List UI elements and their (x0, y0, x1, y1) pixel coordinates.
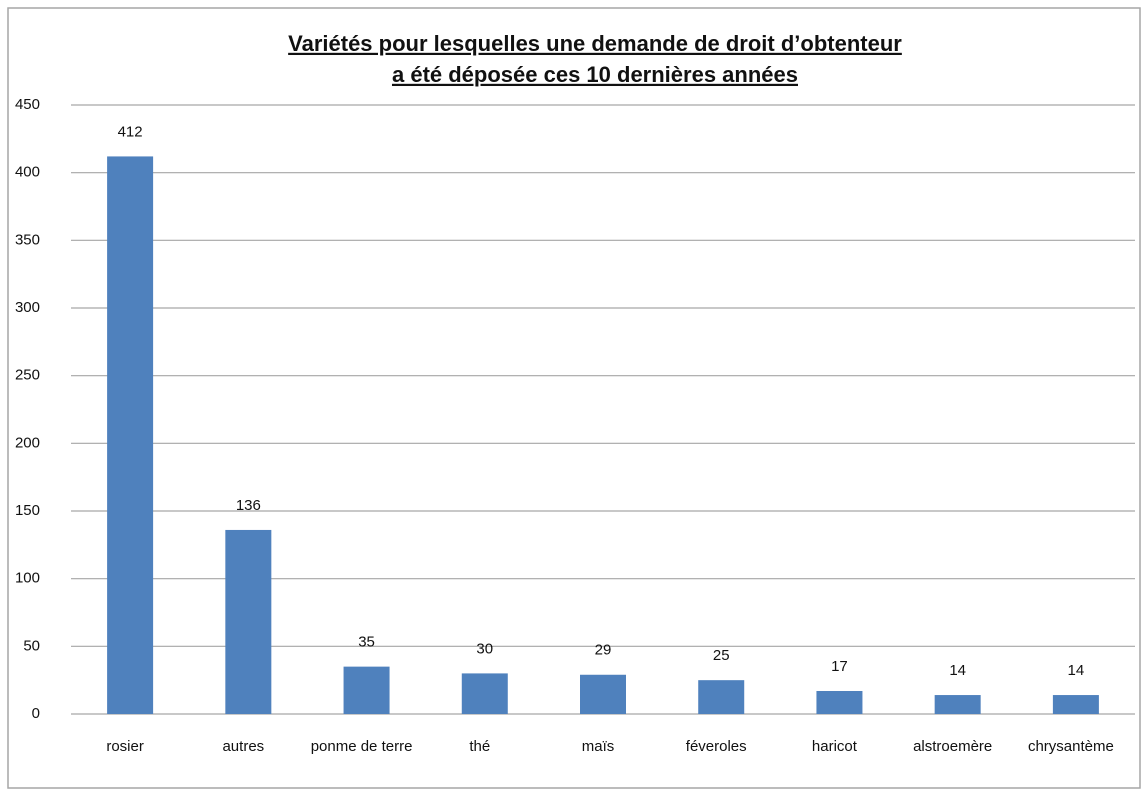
value-label: 136 (236, 497, 261, 514)
bar (107, 156, 154, 715)
value-label: 412 (118, 123, 143, 140)
value-label: 29 (595, 642, 612, 659)
chart-frame (7, 7, 1141, 789)
x-tick-label: haricot (812, 738, 858, 755)
chart-title: Variétés pour lesquelles une demande de … (288, 31, 902, 56)
value-label: 35 (358, 634, 375, 651)
y-tick-label: 350 (15, 231, 40, 248)
bar (1052, 695, 1099, 714)
bar (461, 673, 508, 714)
bar (934, 695, 981, 714)
y-tick-label: 150 (15, 502, 40, 519)
value-label: 25 (713, 647, 730, 664)
bar (698, 680, 745, 714)
x-tick-label: ponme de terre (311, 738, 413, 755)
x-tick-label: maïs (582, 738, 615, 755)
value-label: 14 (1068, 662, 1085, 679)
value-label: 17 (831, 658, 848, 675)
y-tick-label: 50 (23, 637, 40, 654)
bar (343, 666, 390, 714)
x-tick-label: rosier (106, 738, 144, 755)
y-tick-label: 450 (15, 96, 40, 113)
bar (225, 529, 272, 714)
y-tick-label: 200 (15, 434, 40, 451)
value-label: 14 (949, 662, 966, 679)
x-tick-label: alstroemère (913, 738, 992, 755)
y-tick-label: 250 (15, 367, 40, 384)
value-label: 30 (476, 640, 493, 657)
bar (580, 674, 626, 714)
y-tick-label: 300 (15, 299, 40, 316)
y-tick-label: 400 (15, 164, 40, 181)
bar (816, 690, 863, 714)
y-tick-label: 0 (32, 705, 40, 722)
x-tick-label: autres (222, 738, 264, 755)
x-tick-label: féveroles (686, 738, 747, 755)
chart-title: a été déposée ces 10 dernières années (392, 62, 798, 87)
x-tick-label: chrysantème (1028, 738, 1114, 755)
y-tick-label: 100 (15, 570, 40, 587)
x-tick-label: thé (469, 738, 490, 755)
